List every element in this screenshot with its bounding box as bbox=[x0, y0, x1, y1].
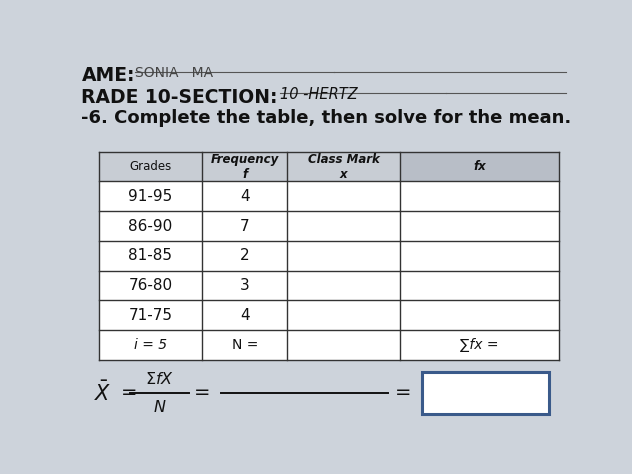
Text: $\bar{X}$: $\bar{X}$ bbox=[94, 381, 111, 405]
Text: 71-75: 71-75 bbox=[128, 308, 173, 323]
Text: -6. Complete the table, then solve for the mean.: -6. Complete the table, then solve for t… bbox=[82, 109, 572, 127]
Text: 81-85: 81-85 bbox=[128, 248, 173, 263]
Text: ∑fx =: ∑fx = bbox=[460, 338, 499, 352]
Text: 91-95: 91-95 bbox=[128, 189, 173, 204]
Bar bbox=[400, 152, 559, 182]
Text: AME:: AME: bbox=[82, 66, 135, 85]
Text: 76-80: 76-80 bbox=[128, 278, 173, 293]
Bar bbox=[99, 152, 559, 182]
Text: $N$: $N$ bbox=[153, 399, 167, 415]
Text: RADE 10-SECTION:: RADE 10-SECTION: bbox=[82, 88, 278, 107]
Bar bbox=[99, 152, 559, 360]
Text: 4: 4 bbox=[240, 189, 250, 204]
Text: 10 -HERTZ: 10 -HERTZ bbox=[280, 87, 358, 102]
Text: =: = bbox=[395, 383, 411, 402]
Text: 2: 2 bbox=[240, 248, 250, 263]
Text: i = 5: i = 5 bbox=[134, 338, 167, 352]
Text: 86-90: 86-90 bbox=[128, 219, 173, 234]
Text: 3: 3 bbox=[240, 278, 250, 293]
Bar bbox=[422, 372, 549, 414]
Text: Frequency
f: Frequency f bbox=[210, 153, 279, 181]
Text: fx: fx bbox=[473, 160, 486, 173]
Text: =: = bbox=[194, 383, 210, 402]
Text: 4: 4 bbox=[240, 308, 250, 323]
Text: Class Mark
x: Class Mark x bbox=[308, 153, 380, 181]
Text: 7: 7 bbox=[240, 219, 250, 234]
Text: =: = bbox=[121, 383, 137, 402]
Text: N =: N = bbox=[231, 338, 258, 352]
Text: Grades: Grades bbox=[130, 160, 171, 173]
Text: SONIA   MA: SONIA MA bbox=[135, 66, 214, 80]
Text: $\Sigma fX$: $\Sigma fX$ bbox=[145, 371, 174, 387]
